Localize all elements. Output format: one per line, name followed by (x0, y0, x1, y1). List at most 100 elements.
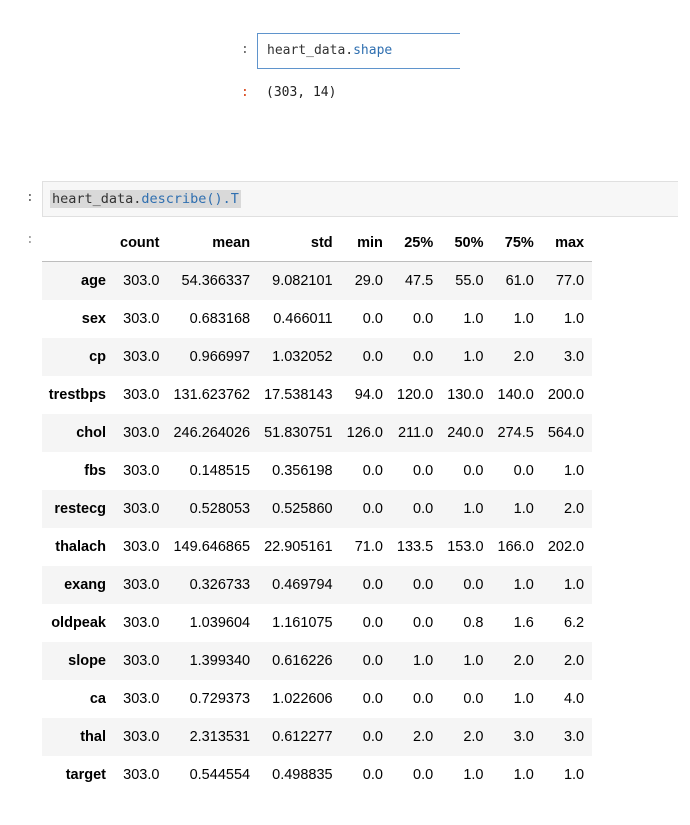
table-cell: 1.0 (513, 311, 534, 327)
table-cell: 4.0 (563, 691, 585, 707)
table-cell: 140.0 (497, 387, 534, 403)
table-cell: 0.0 (362, 577, 383, 593)
table-row: ca 303.0 0.729373 1.022606 0.0 0.0 0.0 1.0 4.0 (42, 680, 593, 718)
column-header: max (541, 224, 593, 262)
table-row: chol 303.0 246.264026 51.830751 126.0 211.0 24… (42, 414, 593, 452)
table-cell: 0.0 (362, 501, 383, 517)
table-cell: 0.616226 (272, 653, 333, 669)
table-cell: 1.6 (513, 615, 534, 631)
describe-output-table: count mean std min 25% 50% 75% max age 30… (42, 224, 593, 794)
table-cell: 3.0 (563, 729, 585, 745)
table-cell: 166.0 (497, 539, 534, 555)
table-cell: 202.0 (547, 539, 585, 555)
table-cell: 0.0 (362, 615, 383, 631)
table-cell: 0.0 (463, 577, 484, 593)
cell1-code-input[interactable]: heart_data.shape (257, 33, 460, 69)
table-row: target 303.0 0.544554 0.498835 0.0 0.0 1.0 1.0 1… (42, 756, 593, 794)
row-label: fbs (84, 463, 106, 479)
table-cell: 303.0 (123, 653, 160, 669)
table-cell: 55.0 (455, 273, 484, 289)
table-cell: 51.830751 (264, 425, 333, 441)
table-cell: 240.0 (447, 425, 484, 441)
table-cell: 303.0 (123, 387, 160, 403)
table-row: slope 303.0 1.399340 0.616226 0.0 1.0 1.0 2.0 2.… (42, 642, 593, 680)
cell2-code-input[interactable]: heart_data.describe().T (42, 181, 678, 217)
table-cell: 303.0 (123, 767, 160, 783)
table-cell: 0.0 (362, 691, 383, 707)
table-cell: 303.0 (123, 273, 160, 289)
table-header-row: count mean std min 25% 50% 75% max (42, 224, 593, 262)
table-row: fbs 303.0 0.148515 0.356198 0.0 0.0 0.0 0.0 1.0 (42, 452, 593, 490)
table-row: thal 303.0 2.313531 0.612277 0.0 2.0 2.0 3.0 3.0 (42, 718, 593, 756)
cell2-input-prompt: : (26, 190, 34, 205)
table-cell: 22.905161 (264, 539, 333, 555)
table-cell: 0.966997 (189, 349, 251, 365)
table-cell: 0.0 (413, 349, 434, 365)
table-cell: 0.0 (362, 767, 383, 783)
row-label: ca (89, 691, 106, 707)
table-cell: 1.161075 (272, 615, 333, 631)
table-cell: 303.0 (123, 501, 160, 517)
table-cell: 303.0 (123, 577, 160, 593)
table-cell: 274.5 (497, 425, 534, 441)
table-cell: 0.356198 (272, 463, 333, 479)
table-cell: 0.0 (413, 501, 434, 517)
table-cell: 1.0 (513, 501, 534, 517)
row-label: target (65, 767, 106, 783)
table-cell: 3.0 (563, 349, 585, 365)
table-cell: 61.0 (505, 273, 534, 289)
table-cell: 126.0 (346, 425, 383, 441)
table-cell: 2.0 (463, 729, 484, 745)
table-cell: 133.5 (396, 539, 434, 555)
table-cell: 2.0 (563, 653, 585, 669)
table-cell: 29.0 (354, 273, 383, 289)
cell1-input-prompt: : (241, 42, 249, 57)
table-cell: 1.0 (563, 577, 585, 593)
row-label: thal (80, 729, 106, 745)
table-cell: 1.0 (513, 767, 534, 783)
cell1-code-text: heart_data.shape (267, 43, 392, 58)
table-cell: 94.0 (354, 387, 383, 403)
table-cell: 1.0 (463, 767, 484, 783)
row-label: sex (81, 311, 106, 327)
row-label: thalach (55, 539, 106, 555)
table-cell: 0.612277 (272, 729, 333, 745)
table-cell: 0.683168 (189, 311, 251, 327)
table-cell: 0.0 (463, 691, 484, 707)
row-label: exang (64, 577, 106, 593)
table-row: restecg 303.0 0.528053 0.525860 0.0 0.0 1.0 1.0… (42, 490, 593, 528)
table-cell: 246.264026 (173, 425, 251, 441)
cell1-output-text: (303, 14) (266, 85, 337, 100)
table-cell: 2.313531 (189, 729, 251, 745)
column-header: 50% (441, 224, 492, 262)
table-cell: 0.729373 (189, 691, 251, 707)
table-cell: 0.0 (413, 311, 434, 327)
table-cell: 303.0 (123, 691, 160, 707)
table-cell: 0.0 (362, 311, 383, 327)
table-cell: 3.0 (513, 729, 534, 745)
table-cell: 0.0 (413, 463, 434, 479)
table-row: cp 303.0 0.966997 1.032052 0.0 0.0 1.0 2.0 3.0 (42, 338, 593, 376)
table-cell: 303.0 (123, 425, 160, 441)
table-cell: 2.0 (513, 653, 534, 669)
table-cell: 71.0 (354, 539, 383, 555)
table-body: age 303.0 54.366337 9.082101 29.0 47.5 55.0 61.… (42, 261, 593, 794)
table-cell: 0.0 (362, 463, 383, 479)
table-cell: 1.0 (463, 501, 484, 517)
table-cell: 54.366337 (181, 273, 251, 289)
cell1-code-variable: heart_data. (267, 43, 354, 58)
table-cell: 303.0 (123, 729, 160, 745)
table-cell: 303.0 (123, 349, 160, 365)
table-cell: 2.0 (513, 349, 534, 365)
table-cell: 211.0 (398, 425, 434, 441)
table-cell: 2.0 (563, 501, 585, 517)
table-cell: 303.0 (123, 615, 160, 631)
table-cell: 1.0 (463, 311, 484, 327)
table-cell: 47.5 (404, 273, 434, 289)
table-row: exang 303.0 0.326733 0.469794 0.0 0.0 0.0 1.0 1.… (42, 566, 593, 604)
index-header (42, 224, 114, 262)
table-cell: 1.022606 (272, 691, 333, 707)
cell2-code-variable: heart_data. (52, 191, 142, 207)
table-cell: 1.0 (413, 653, 434, 669)
table-cell: 0.544554 (189, 767, 251, 783)
